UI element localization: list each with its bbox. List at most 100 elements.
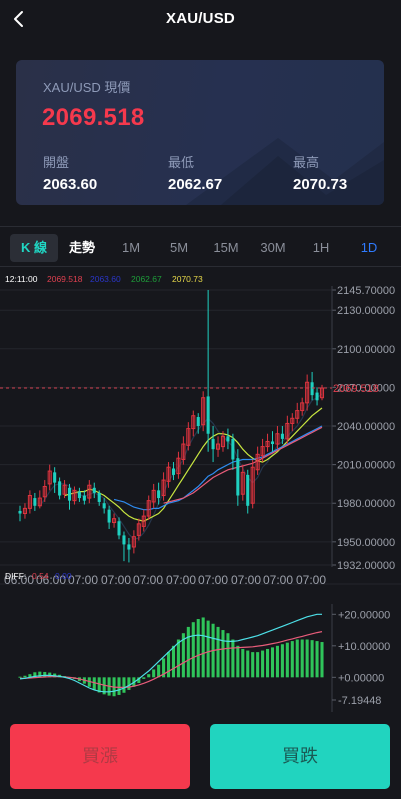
candle (102, 498, 106, 514)
x-tick-label: 07:00 (198, 573, 228, 587)
legend-value: 2063.60 (90, 274, 121, 284)
candle-body (231, 438, 235, 460)
macd-bar (152, 669, 156, 678)
macd-bar (251, 652, 255, 678)
candle (171, 462, 176, 481)
y-tick-label: 2010.00000 (337, 460, 395, 472)
macd-bar (122, 677, 126, 693)
macd-bar (166, 652, 171, 678)
open-stat: 開盤 2063.60 (43, 152, 97, 193)
legend-value: 2070.73 (172, 274, 203, 284)
y-tick-label: 1980.00000 (337, 498, 395, 510)
macd-bar (216, 626, 220, 678)
candle-body (275, 433, 280, 445)
macd-bar (226, 633, 230, 678)
candle (136, 518, 141, 541)
tab-15m[interactable]: 15M (213, 240, 239, 255)
candle-body (141, 515, 146, 527)
divider (0, 266, 401, 267)
current-price: 2069.518 (42, 104, 145, 131)
candle (141, 509, 146, 532)
candle-body (319, 387, 325, 399)
tab-5m[interactable]: 5M (169, 240, 189, 255)
macd-bar (176, 639, 180, 678)
candle-body (310, 382, 314, 396)
chart-legend: 12:11:00 2069.518 2063.60 2062.67 2070.7… (5, 274, 203, 284)
buy-down-button[interactable]: 買跌 (210, 724, 390, 789)
tab-kline[interactable]: K 線 (10, 234, 58, 262)
candle (18, 505, 22, 522)
candle-body (201, 397, 206, 426)
macd-bar (221, 630, 225, 678)
candle-body (246, 474, 250, 506)
candle-body (97, 492, 101, 502)
candle-body (186, 428, 191, 446)
macd-bar (33, 672, 37, 678)
candle-body (82, 495, 86, 501)
legend-value: 2069.518 (47, 274, 83, 284)
candle (157, 482, 161, 505)
candle-body (191, 415, 196, 430)
candle (127, 537, 131, 563)
candle (255, 446, 260, 475)
x-tick-label: 07:00 (263, 573, 293, 587)
buy-up-button[interactable]: 買漲 (10, 724, 190, 789)
x-tick-label: 06:00 (4, 573, 34, 587)
candle-body (136, 523, 141, 536)
low-stat: 最低 2062.67 (168, 152, 222, 193)
macd-bar (315, 641, 319, 678)
kline-chart[interactable]: 2145.70000 2130.00000 2100.00000 2070.00000… (0, 268, 401, 712)
page-title: XAU/USD (166, 10, 235, 27)
candle-body (151, 489, 156, 503)
legend-value: 2062.67 (131, 274, 162, 284)
divider (0, 226, 401, 227)
macd-bar (206, 620, 210, 678)
quote-card: XAU/USD 現價 2069.518 開盤 2063.60 最低 2062.6… (16, 60, 384, 205)
candle (97, 490, 101, 506)
macd-bar (241, 648, 245, 678)
candle (305, 374, 310, 411)
back-button[interactable] (8, 6, 32, 32)
candle-body (107, 509, 111, 523)
candle-body (117, 521, 121, 536)
candle (265, 433, 270, 452)
candle (107, 505, 111, 529)
tab-trend[interactable]: 走勢 (68, 240, 95, 255)
candle-body (280, 433, 284, 439)
macd-label: DIFF: (5, 571, 26, 581)
candle-body (58, 481, 62, 496)
macd-bar (92, 677, 96, 690)
tab-1m[interactable]: 1M (121, 240, 141, 255)
candle (176, 451, 181, 479)
macd-tick-label: +10.00000 (338, 641, 390, 653)
candle (236, 449, 240, 506)
candle-body (42, 486, 47, 498)
candle-body (127, 544, 131, 550)
macd-bar (256, 652, 260, 678)
candle (22, 503, 27, 519)
candle (151, 483, 156, 509)
candle-body (270, 441, 275, 445)
candle-body (87, 484, 92, 499)
tab-30m[interactable]: 30M (260, 240, 286, 255)
candle (47, 464, 52, 491)
candle-body (300, 402, 305, 412)
tab-1d[interactable]: 1D (360, 240, 378, 255)
x-tick-label: 07:00 (166, 573, 196, 587)
candle (112, 513, 117, 528)
candle-body (157, 490, 161, 499)
tab-1h[interactable]: 1H (312, 240, 330, 255)
ma-line-ma5 (39, 393, 323, 540)
x-tick-label: 07:00 (296, 573, 326, 587)
candle (92, 482, 96, 499)
candle (220, 431, 226, 452)
y-axis-ticks: 2145.70000 2130.00000 2100.00000 2070.00000… (337, 285, 395, 572)
top-bar: XAU/USD (0, 0, 401, 40)
candle (181, 436, 186, 465)
candle-body (211, 438, 215, 450)
macd-bar (270, 647, 275, 678)
macd-bar (231, 639, 235, 678)
candle (246, 469, 250, 514)
candle-body (53, 472, 57, 483)
macd-bar (300, 639, 304, 678)
